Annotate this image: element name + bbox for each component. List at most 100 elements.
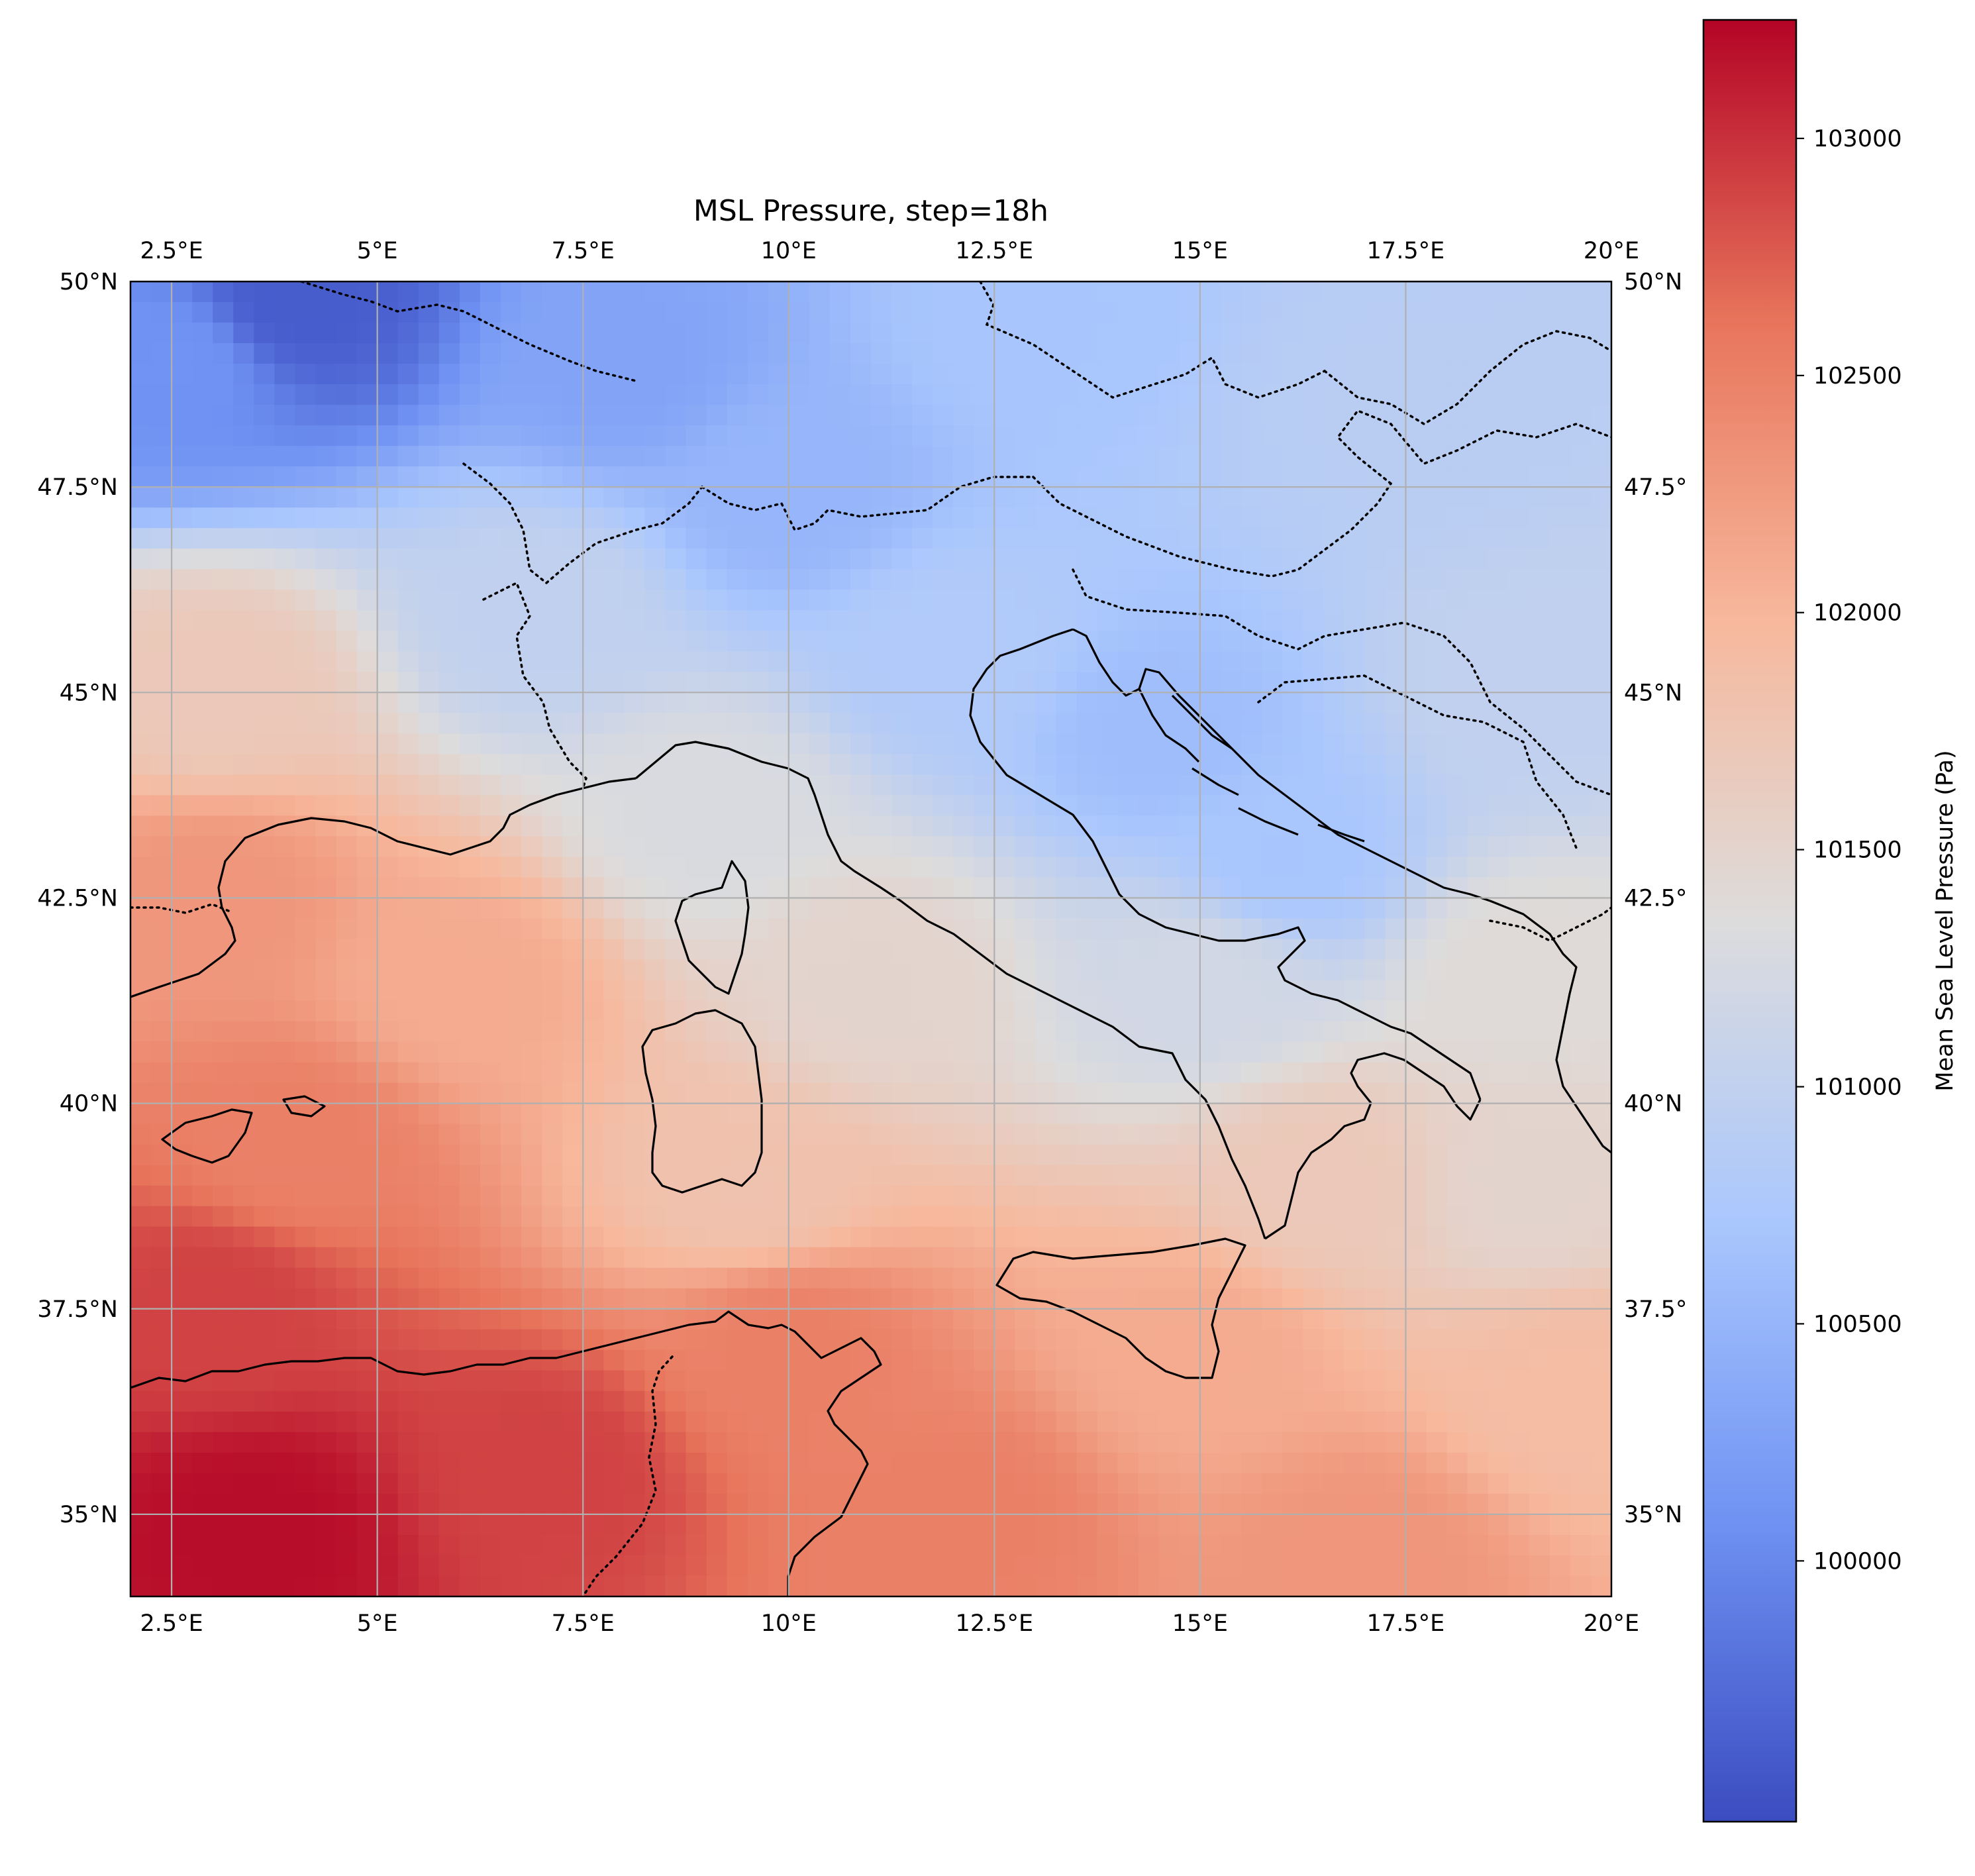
pressure-cell	[192, 1165, 214, 1186]
pressure-cell	[1262, 528, 1283, 549]
pressure-cell	[994, 1432, 1016, 1453]
pressure-cell	[1549, 1535, 1571, 1556]
pressure-cell	[706, 1062, 728, 1084]
pressure-cell	[1179, 1576, 1201, 1596]
pressure-cell	[1446, 1021, 1468, 1043]
pressure-cell	[768, 302, 789, 323]
pressure-cell	[706, 507, 728, 529]
pressure-cell	[788, 898, 810, 919]
pressure-cell	[356, 1267, 378, 1289]
pressure-cell	[788, 1514, 810, 1536]
pressure-cell	[747, 1041, 769, 1063]
pressure-cell	[665, 877, 687, 899]
border-france-italy	[482, 581, 588, 790]
pressure-cell	[624, 1370, 646, 1392]
pressure-cell	[1303, 1329, 1325, 1351]
pressure-cell	[130, 384, 152, 405]
pressure-cell	[1220, 774, 1242, 796]
pressure-cell	[397, 1021, 419, 1043]
pressure-cell	[747, 1185, 769, 1207]
pressure-cell	[747, 918, 769, 940]
pressure-cell	[1529, 713, 1550, 735]
pressure-cell	[1117, 1226, 1139, 1248]
pressure-cell	[624, 1062, 646, 1084]
pressure-cell	[438, 405, 460, 426]
pressure-cell	[254, 1452, 276, 1474]
pressure-cell	[1529, 466, 1550, 488]
pressure-cell	[1035, 323, 1057, 344]
pressure-cell	[274, 918, 296, 940]
pressure-cell	[1241, 857, 1262, 878]
pressure-cell	[727, 343, 748, 364]
pressure-cell	[418, 939, 440, 961]
pressure-cell	[521, 959, 542, 981]
pressure-cell	[603, 774, 625, 796]
pressure-cell	[933, 1267, 954, 1289]
pressure-cell	[1262, 1165, 1283, 1186]
pressure-cell	[912, 672, 933, 694]
pressure-cell	[953, 569, 975, 590]
pressure-cell	[583, 1103, 605, 1125]
pressure-cell	[336, 1308, 358, 1330]
pressure-cell	[788, 1062, 810, 1084]
pressure-cell	[1199, 1452, 1221, 1474]
pressure-cell	[1446, 1082, 1468, 1104]
pressure-cell	[829, 487, 851, 508]
pressure-cell	[233, 323, 255, 344]
pressure-cell	[1488, 1329, 1509, 1351]
pressure-cell	[213, 1329, 234, 1351]
pressure-cell	[829, 774, 851, 796]
pressure-cell	[788, 384, 810, 405]
pressure-cell	[1303, 939, 1325, 961]
pressure-cell	[1344, 1267, 1366, 1289]
pressure-cell	[233, 1329, 255, 1351]
pressure-cell	[974, 631, 995, 652]
pressure-cell	[192, 815, 214, 837]
pressure-cell	[1508, 425, 1530, 446]
pressure-cell	[397, 713, 419, 735]
pressure-cell	[151, 1349, 172, 1371]
pressure-cell	[336, 1514, 358, 1536]
pressure-cell	[1220, 1493, 1242, 1515]
pressure-cell	[1056, 1493, 1078, 1515]
pressure-cell	[1446, 528, 1468, 549]
pressure-cell	[1364, 1329, 1386, 1351]
pressure-cell	[295, 1432, 317, 1453]
pressure-cell	[953, 795, 975, 817]
coast-sicily	[995, 1237, 1246, 1379]
pressure-cell	[254, 774, 276, 796]
pressure-cell	[438, 1473, 460, 1494]
pressure-cell	[768, 323, 789, 344]
pressure-cell	[933, 548, 954, 570]
pressure-cell	[850, 1123, 872, 1145]
pressure-cell	[994, 1452, 1016, 1474]
pressure-cell	[1035, 1308, 1057, 1330]
pressure-cell	[974, 733, 995, 755]
pressure-cell	[542, 1103, 563, 1125]
pressure-cell	[1262, 446, 1283, 467]
pressure-cell	[891, 1247, 913, 1269]
pressure-cell	[665, 466, 687, 488]
pressure-cell	[891, 282, 913, 303]
pressure-cell	[1364, 507, 1386, 529]
pressure-cell	[356, 1082, 378, 1104]
pressure-cell	[891, 692, 913, 714]
pressure-cell	[1364, 1370, 1386, 1392]
pressure-cell	[1508, 877, 1530, 899]
pressure-cell	[501, 980, 522, 1002]
pressure-cell	[1282, 487, 1303, 508]
pressure-cell	[850, 733, 872, 755]
pressure-cell	[1097, 507, 1119, 529]
pressure-cell	[233, 1267, 255, 1289]
pressure-cell	[1015, 1000, 1037, 1022]
pressure-cell	[130, 1452, 152, 1474]
pressure-cell	[1199, 631, 1221, 652]
pressure-cell	[1488, 302, 1509, 323]
pressure-cell	[624, 795, 646, 817]
pressure-cell	[1570, 877, 1592, 899]
pressure-cell	[912, 836, 933, 858]
pressure-cell	[974, 1349, 995, 1371]
pressure-cell	[254, 1103, 276, 1125]
pressure-cell	[974, 1021, 995, 1043]
pressure-cell	[1508, 1226, 1530, 1248]
